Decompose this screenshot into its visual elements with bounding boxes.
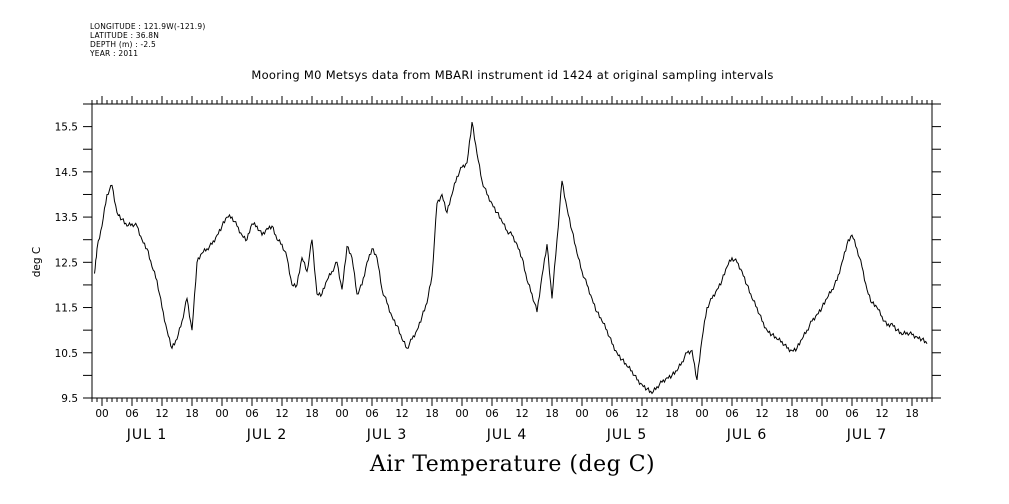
x-day-label: JUL 6 xyxy=(726,427,768,443)
x-tick-label: 12 xyxy=(155,408,168,420)
x-tick-label: 12 xyxy=(515,408,528,420)
x-tick-label: 00 xyxy=(695,408,708,420)
plot-frame xyxy=(91,103,933,399)
y-tick-label: 12.5 xyxy=(55,257,78,269)
x-tick-label: 18 xyxy=(905,408,918,420)
x-tick-label: 06 xyxy=(725,408,739,420)
x-tick-label: 18 xyxy=(425,408,438,420)
label-group: 00 06 12 18 00 06 12 18 00 06 12 18 00 06 12 18 00 06 12 18… xyxy=(55,122,919,443)
x-tick-label: 00 xyxy=(215,408,228,420)
x-tick-label: 12 xyxy=(755,408,768,420)
x-tick-label: 12 xyxy=(875,408,888,420)
y-tick-label: 13.5 xyxy=(55,212,78,224)
x-tick-label: 18 xyxy=(545,408,558,420)
x-tick-label: 18 xyxy=(185,408,198,420)
x-tick-label: 06 xyxy=(845,408,859,420)
y-tick-label: 14.5 xyxy=(55,167,78,179)
longitude-text: LONGITUDE : 121.9W(-121.9) xyxy=(90,22,206,31)
x-tick-label: 06 xyxy=(125,408,139,420)
x-tick-label: 06 xyxy=(485,408,499,420)
y-axis-label: deg C xyxy=(31,247,43,277)
x-tick-label: 06 xyxy=(365,408,379,420)
y-tick-label: 10.5 xyxy=(55,348,78,360)
tick-group xyxy=(83,96,941,406)
x-tick-label: 00 xyxy=(335,408,348,420)
series-line xyxy=(94,121,928,395)
chart-title: Mooring M0 Metsys data from MBARI instru… xyxy=(251,68,774,82)
x-tick-label: 18 xyxy=(305,408,318,420)
x-tick-label: 12 xyxy=(635,408,648,420)
y-tick-label: 11.5 xyxy=(55,303,78,315)
x-day-label: JUL 3 xyxy=(366,427,408,443)
x-tick-label: 12 xyxy=(275,408,288,420)
x-tick-label: 12 xyxy=(395,408,408,420)
year-text: YEAR : 2011 xyxy=(90,49,139,58)
x-tick-label: 06 xyxy=(605,408,619,420)
x-tick-label: 18 xyxy=(785,408,798,420)
metadata-block: LONGITUDE : 121.9W(-121.9) LATITUDE : 36… xyxy=(90,22,205,58)
x-tick-label: 00 xyxy=(455,408,468,420)
depth-text: DEPTH (m) : -2.5 xyxy=(90,40,156,49)
x-day-label: JUL 2 xyxy=(246,427,288,443)
x-day-label: JUL 7 xyxy=(846,427,888,443)
x-tick-label: 06 xyxy=(245,408,259,420)
y-tick-label: 15.5 xyxy=(55,122,78,134)
x-tick-label: 00 xyxy=(815,408,828,420)
x-tick-label: 18 xyxy=(665,408,678,420)
x-day-label: JUL 1 xyxy=(126,427,168,443)
latitude-text: LATITUDE : 36.8N xyxy=(90,31,160,40)
x-axis-title: Air Temperature (deg C) xyxy=(369,452,656,477)
x-tick-label: 00 xyxy=(95,408,108,420)
x-day-label: JUL 4 xyxy=(486,427,528,443)
x-day-label: JUL 5 xyxy=(606,427,648,443)
x-tick-label: 00 xyxy=(575,408,588,420)
y-tick-label: 9.5 xyxy=(61,393,78,405)
